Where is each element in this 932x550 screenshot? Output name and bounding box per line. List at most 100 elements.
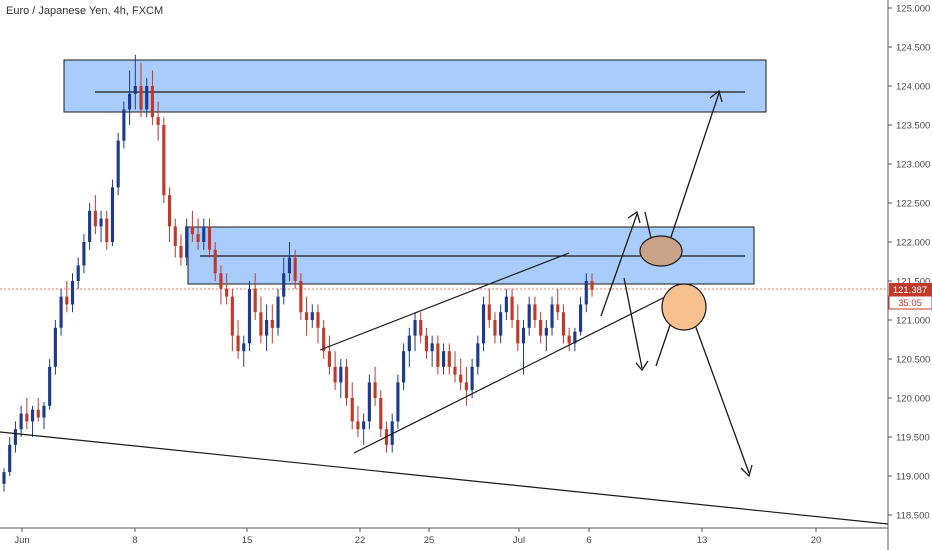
bullish-candle <box>442 351 446 367</box>
bearish-candle <box>236 335 240 352</box>
bullish-candle <box>53 327 57 367</box>
bullish-candle <box>310 312 314 320</box>
bearish-candle <box>567 335 571 344</box>
bearish-candle <box>299 281 303 313</box>
time-tick-label: 15 <box>242 535 253 546</box>
time-tick-label: 20 <box>811 535 822 546</box>
bullish-candle <box>544 327 548 336</box>
bearish-candle <box>156 117 160 125</box>
long-term-trendline[interactable] <box>0 431 889 525</box>
channel-lower-line[interactable] <box>353 296 666 454</box>
bearish-candle <box>139 86 143 110</box>
price-tick-label: 122.000 <box>896 238 930 249</box>
bullish-candle <box>527 304 531 328</box>
price-tick-label: 119.500 <box>896 433 930 444</box>
bullish-candle <box>2 472 6 484</box>
bullish-candle <box>122 109 126 141</box>
bullish-candle <box>499 312 503 336</box>
time-axis[interactable]: Jun 8 15 22 25 Jul 6 13 20 <box>14 528 821 546</box>
bullish-candle <box>481 304 486 344</box>
bearish-candle <box>539 320 543 336</box>
bearish-candle <box>207 226 212 250</box>
bearish-candle <box>327 351 331 367</box>
bearish-candle <box>293 257 297 281</box>
bullish-candle <box>247 288 252 344</box>
bullish-candle <box>145 86 149 110</box>
price-tick-label: 122.500 <box>896 199 930 210</box>
bearish-candle <box>316 312 320 328</box>
bullish-candle <box>116 140 120 188</box>
bullish-candle <box>76 265 80 281</box>
price-tick-label: 123.500 <box>896 121 930 132</box>
bearish-candle <box>196 234 200 242</box>
bearish-candle <box>373 382 377 398</box>
bullish-candle <box>88 210 92 242</box>
time-tick-label: 25 <box>424 535 435 546</box>
bullish-candle <box>242 343 246 352</box>
bullish-candle <box>504 296 508 313</box>
price-tick-label: 123.000 <box>896 160 930 171</box>
bearish-candle <box>173 226 177 246</box>
bullish-candle <box>367 382 371 422</box>
current-price-tag: 121.387 <box>889 283 932 296</box>
time-tick-label: 6 <box>586 535 591 546</box>
price-tick-label: 121.000 <box>896 316 930 327</box>
time-tick-label: Jun <box>14 535 29 546</box>
bullish-candle <box>413 320 417 336</box>
bullish-candle <box>287 257 292 274</box>
breakdown-circle-lower[interactable] <box>661 283 707 331</box>
upper-supply-zone[interactable] <box>63 59 767 113</box>
bullish-candle <box>476 343 480 367</box>
bearish-candle <box>356 421 360 430</box>
bearish-candle <box>190 226 194 235</box>
bullish-candle <box>430 343 434 352</box>
bullish-candle <box>70 281 75 305</box>
price-axis[interactable]: 125.000 124.500 124.000 123.500 123.000 122.5… <box>888 4 930 522</box>
price-tick-label: 125.000 <box>896 4 930 15</box>
time-tick-label: 13 <box>697 535 708 546</box>
bullish-candle <box>282 273 286 297</box>
bearish-candle <box>350 398 354 422</box>
bullish-candle <box>402 351 406 383</box>
bearish-candle <box>344 366 349 398</box>
bearish-candle <box>419 320 423 336</box>
bearish-candle <box>25 413 29 422</box>
bullish-candle <box>82 242 86 266</box>
candlestick-series <box>2 54 594 492</box>
retest-circle-upper[interactable] <box>639 235 683 267</box>
bullish-candle <box>339 366 343 383</box>
bullish-candle <box>48 366 52 406</box>
bullish-candle <box>550 304 554 328</box>
bullish-candle <box>19 413 23 430</box>
bearish-candle <box>459 374 463 383</box>
bearish-candle <box>36 409 40 418</box>
channel-upper-line[interactable] <box>319 252 570 351</box>
price-tick-label: 120.000 <box>896 394 930 405</box>
bearish-candle <box>259 312 263 336</box>
bearish-candle <box>464 382 468 391</box>
bullish-candle <box>396 382 400 422</box>
bearish-candle <box>150 86 154 118</box>
bearish-candle <box>424 335 429 352</box>
bearish-candle <box>487 304 491 320</box>
time-tick-label: 22 <box>355 535 366 546</box>
countdown-tag: 35:05 <box>888 295 932 310</box>
bullish-candle <box>407 335 411 352</box>
bearish-candle <box>590 281 594 290</box>
price-tick-label: 119.000 <box>896 472 930 483</box>
bearish-candle <box>225 288 229 297</box>
bearish-candle <box>65 296 69 305</box>
price-tick-label: 124.000 <box>896 82 930 93</box>
bearish-candle <box>533 304 537 320</box>
chart-title: Euro / Japanese Yen, 4h, FXCM <box>6 5 164 17</box>
bearish-candle <box>213 249 217 274</box>
bearish-candle <box>379 398 383 430</box>
bearish-candle <box>453 366 457 375</box>
bearish-candle <box>510 296 514 320</box>
bullish-candle <box>110 187 115 242</box>
bearish-candle <box>333 366 337 383</box>
bearish-candle <box>93 210 97 227</box>
bearish-candle <box>162 125 166 196</box>
